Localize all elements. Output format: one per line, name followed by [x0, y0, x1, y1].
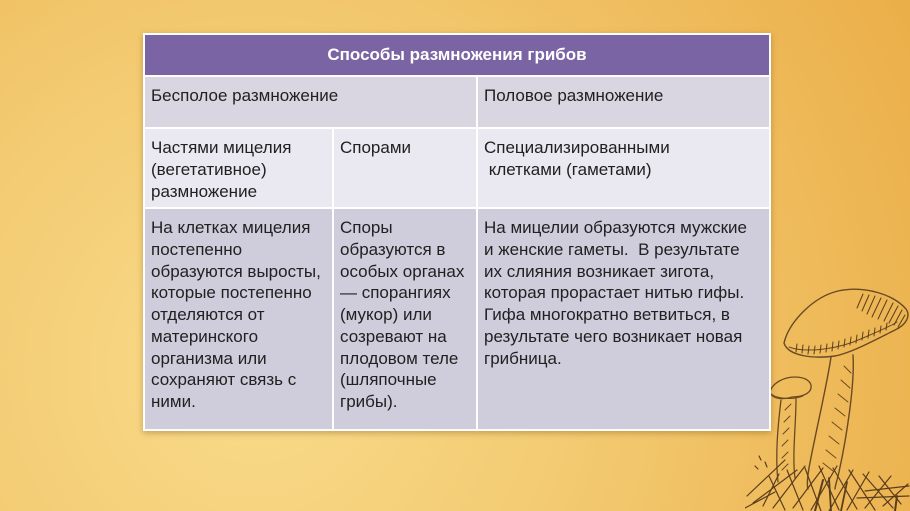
reproduction-table: Способы размножения грибов Бесполое разм…	[143, 33, 771, 431]
mushroom-illustration	[745, 288, 910, 511]
cell-method-spores: Спорами	[334, 129, 476, 207]
table-title: Способы размножения грибов	[145, 35, 769, 75]
grass-tuft	[745, 455, 910, 511]
cap-hatching	[795, 293, 906, 355]
cell-description-gametes: На мицелии образуются мужские и женские …	[478, 209, 769, 429]
large-mushroom-stem	[806, 354, 854, 490]
cell-method-mycelium: Частями мицелия (вегетативное) размножен…	[145, 129, 332, 207]
cell-description-spores: Споры образуются в особых органах — спор…	[334, 209, 476, 429]
cell-sexual-reproduction: Половое размножение	[478, 77, 769, 127]
cell-method-gametes: Специализированными клетками (гаметами)	[478, 129, 769, 207]
cell-asexual-reproduction: Бесполое размножение	[145, 77, 476, 127]
cell-description-mycelium: На клетках мицелия постепенно образуются…	[145, 209, 332, 429]
large-mushroom-cap	[783, 288, 909, 358]
